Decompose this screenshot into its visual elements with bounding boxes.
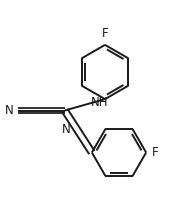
Text: N: N [62,123,70,135]
Text: F: F [102,27,108,40]
Text: N: N [5,104,14,117]
Text: F: F [151,146,158,159]
Text: NH: NH [90,96,108,109]
